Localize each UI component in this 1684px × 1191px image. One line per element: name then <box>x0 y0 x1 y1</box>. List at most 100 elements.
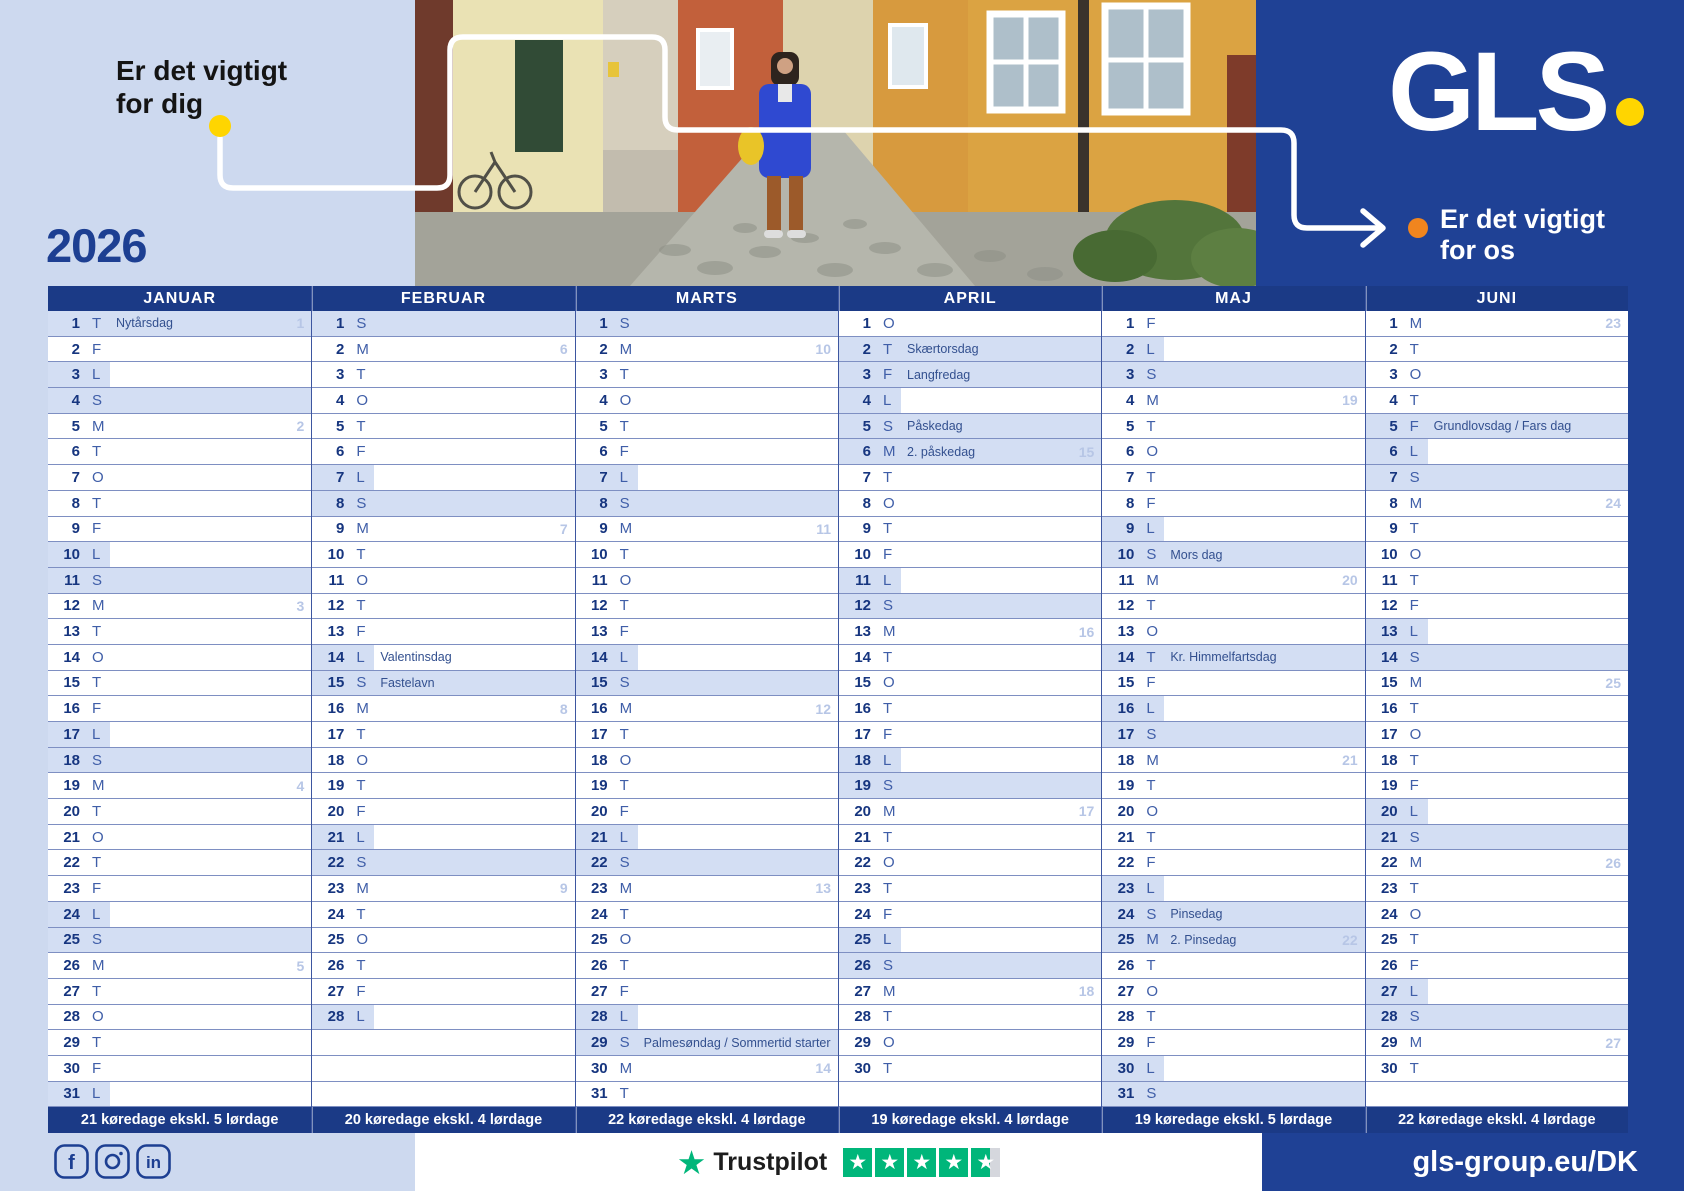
weekday-letter: S <box>883 597 894 615</box>
day-number: 17 <box>1380 725 1398 743</box>
day-number: 3 <box>1389 366 1398 384</box>
weekday-letter: M <box>356 700 369 718</box>
day-row: 18 M 21 <box>1102 747 1365 774</box>
weekday-letter: L <box>1146 700 1155 718</box>
day-number: 11 <box>1381 571 1398 589</box>
day-row: 27 L <box>1365 978 1628 1005</box>
day-number: 3 <box>599 366 608 384</box>
day-number: 9 <box>1125 520 1135 538</box>
week-number: 11 <box>816 520 831 537</box>
week-number: 3 <box>296 597 305 614</box>
day-row: 11 O <box>312 567 575 594</box>
day-row: 20 O <box>1102 799 1365 825</box>
day-number: 27 <box>63 982 80 1000</box>
day-number: 12 <box>63 597 80 615</box>
weekday-letter: S <box>92 751 103 769</box>
day-number: 15 <box>1117 674 1135 692</box>
day-row: 29 S Palmesøndag / Sommertid starter <box>575 1030 838 1056</box>
weekday-letter: O <box>356 751 368 769</box>
weekday-letter: L <box>883 751 892 769</box>
weekday-letter: M <box>1409 674 1423 692</box>
year-label: 2026 <box>46 219 148 272</box>
day-number: 12 <box>854 597 871 615</box>
day-number: 4 <box>862 391 871 409</box>
day-number: 9 <box>71 520 80 538</box>
week-number: 1 <box>296 315 305 332</box>
day-number: 16 <box>854 700 871 718</box>
day-row: 5 S Påskedag <box>839 413 1102 440</box>
weekday-letter: O <box>1146 623 1158 641</box>
weekday-letter: T <box>619 725 629 743</box>
weekday-letter: M <box>92 417 105 435</box>
day-row: 23 T <box>839 876 1102 902</box>
week-number: 14 <box>815 1060 831 1077</box>
day-row: 26 T <box>1102 953 1365 979</box>
weekday-letter: F <box>356 982 366 1000</box>
website-link[interactable]: gls-group.eu/DK <box>1412 1145 1638 1178</box>
day-number: 16 <box>1117 700 1135 718</box>
day-row: 10 T <box>575 542 838 568</box>
day-row: 11 O <box>575 567 838 594</box>
weekday-letter: M <box>1409 314 1423 332</box>
day-number: 11 <box>328 571 345 589</box>
weekday-letter: M <box>1146 391 1159 409</box>
linkedin-icon[interactable]: in <box>136 1144 171 1179</box>
facebook-icon[interactable]: f <box>54 1144 89 1179</box>
weekday-letter: M <box>1409 854 1423 872</box>
weekday-letter: M <box>883 623 896 641</box>
day-row: 2 T Skærtorsdag <box>839 336 1102 363</box>
day-number: 26 <box>1117 957 1135 975</box>
day-row: 3 F Langfredag <box>839 362 1102 389</box>
day-number: 1 <box>862 314 871 332</box>
weekday-letter: T <box>1146 417 1156 435</box>
day-row: 30 T <box>1365 1055 1628 1082</box>
day-row: 15 S Fastelavn <box>312 670 575 697</box>
weekday-letter: T <box>1146 597 1156 615</box>
day-row: 1 M 23 <box>1365 311 1628 337</box>
day-number: 28 <box>1380 1008 1398 1026</box>
month-column-juni: JUNI 1 M 23 2 T 3 O 4 T 5 F Grundlovsdag / Fars dag 6… <box>1364 286 1628 1133</box>
day-row: 17 S <box>1102 722 1365 748</box>
week-number: 19 <box>1342 392 1358 409</box>
weekday-letter: O <box>92 828 104 846</box>
star-icon: ★ <box>843 1147 873 1177</box>
instagram-icon[interactable] <box>95 1144 130 1179</box>
weekday-letter: T <box>619 957 629 975</box>
day-number: 18 <box>1117 751 1135 769</box>
tagline-right-line1: Er det vigtigt <box>1440 204 1606 234</box>
day-row: 24 F <box>839 901 1102 928</box>
day-row: 18 O <box>575 747 838 774</box>
day-number: 19 <box>590 777 608 795</box>
day-number: 29 <box>63 1034 80 1052</box>
weekday-letter: T <box>1409 931 1419 949</box>
day-number: 21 <box>327 828 345 846</box>
day-number: 14 <box>1117 648 1135 666</box>
day-row: 25 S <box>48 927 312 954</box>
weekday-letter: M <box>619 700 633 718</box>
day-row: 11 M 20 <box>1102 567 1365 594</box>
day-number: 1 <box>1125 314 1135 332</box>
day-number: 15 <box>854 674 871 692</box>
day-row: 23 T <box>1365 876 1628 902</box>
day-number: 30 <box>1117 1059 1135 1077</box>
day-number: 1 <box>599 314 608 332</box>
day-row: 27 F <box>575 978 838 1005</box>
week-number: 13 <box>815 880 831 897</box>
weekday-letter: O <box>1409 725 1422 743</box>
day-number: 19 <box>854 777 871 795</box>
weekday-letter: F <box>92 879 102 897</box>
weekday-letter: O <box>883 674 895 692</box>
day-number: 12 <box>1117 597 1135 615</box>
day-row: 10 L <box>48 542 312 568</box>
social-links: f in <box>54 1144 171 1179</box>
weekday-letter: M <box>1146 571 1159 589</box>
weekday-letter: F <box>619 982 629 1000</box>
gls-logo: GLS <box>1388 36 1645 148</box>
weekday-letter: T <box>356 546 366 564</box>
day-row: 28 O <box>48 1004 312 1031</box>
